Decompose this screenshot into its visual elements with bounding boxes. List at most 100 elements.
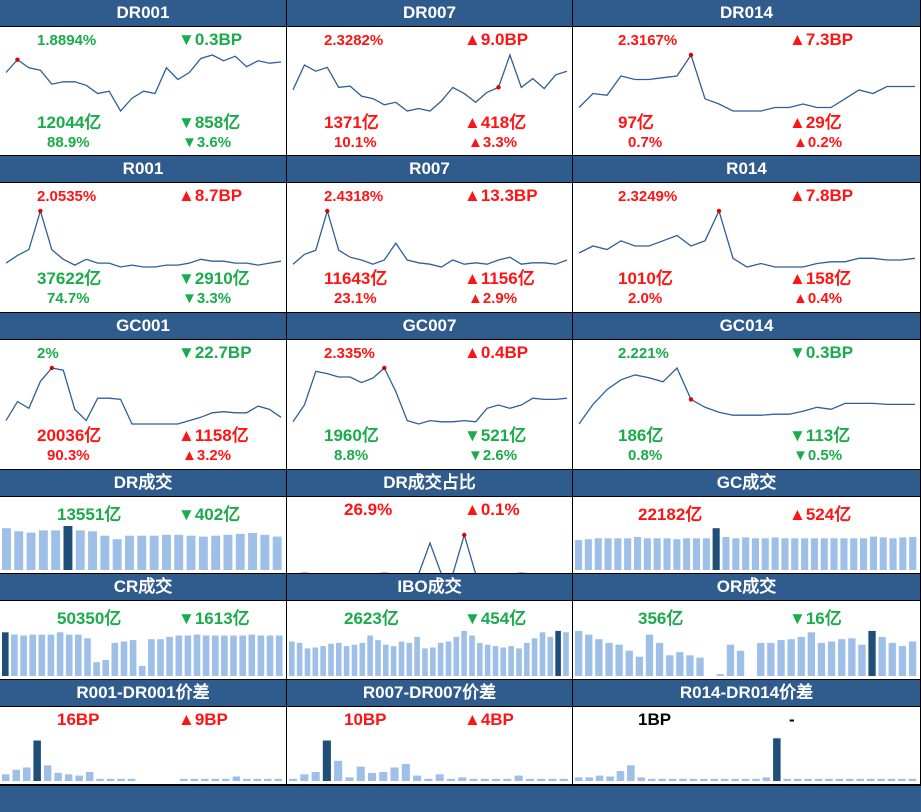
- bar: [605, 642, 613, 676]
- peak-marker: [462, 532, 467, 538]
- bar: [595, 639, 603, 676]
- bar: [2, 528, 11, 570]
- value-change: ▼402亿: [178, 505, 241, 524]
- bar-latest: [712, 528, 720, 570]
- line-chart: [292, 208, 568, 268]
- peak-marker: [38, 208, 43, 214]
- bar: [38, 530, 48, 570]
- bar: [137, 535, 147, 570]
- bar: [334, 760, 343, 781]
- line-chart: [298, 532, 528, 573]
- volume-value: 1010亿: [618, 269, 673, 288]
- volume-change: ▲1158亿: [178, 426, 249, 445]
- share-change: ▼3.3%: [182, 290, 232, 307]
- bar: [866, 778, 875, 781]
- volume-value: 11643亿: [324, 269, 388, 288]
- bar: [492, 646, 499, 676]
- line-chart: [5, 54, 282, 113]
- panel-0: DR001 1.8894% ▼0.3BP 12044亿 ▼858亿 88.9% ▼3.6%: [0, 0, 287, 156]
- bar: [343, 646, 350, 676]
- share-change: ▼0.5%: [793, 447, 843, 464]
- bar-latest: [2, 632, 9, 676]
- bar: [830, 538, 838, 570]
- bar: [736, 650, 745, 676]
- bar: [212, 635, 219, 676]
- bar-chart: [575, 738, 917, 781]
- share-value: 8.8%: [334, 447, 369, 464]
- share-value: 88.9%: [47, 134, 90, 151]
- bar: [856, 778, 864, 781]
- bar: [492, 778, 501, 781]
- panel-title: GC007: [287, 313, 572, 340]
- value-primary: 50350亿: [57, 609, 122, 628]
- bar: [791, 538, 799, 570]
- volume-change: ▼521亿: [464, 426, 527, 445]
- bar: [230, 635, 237, 676]
- bar: [398, 641, 405, 676]
- bar: [627, 765, 635, 781]
- bar: [65, 634, 73, 676]
- bar: [563, 632, 569, 676]
- rate-value: 2.0535%: [37, 188, 97, 205]
- bar: [88, 531, 97, 570]
- bar: [23, 767, 31, 781]
- volume-change: ▼113亿: [789, 426, 851, 445]
- bar-chart: [289, 740, 568, 781]
- bar: [356, 766, 365, 781]
- bar: [787, 639, 795, 676]
- bar: [180, 778, 188, 781]
- bar: [211, 778, 220, 781]
- bar: [406, 642, 413, 676]
- bar: [477, 642, 483, 676]
- bar: [84, 638, 91, 676]
- panel-title: GC成交: [573, 470, 920, 497]
- bar: [696, 657, 704, 676]
- bar: [689, 778, 698, 781]
- series-line: [578, 209, 916, 268]
- panel-11: GC成交 22182亿 ▲524亿: [573, 470, 921, 574]
- value-change: ▼454亿: [464, 609, 527, 628]
- panel-16: R007-DR007价差 10BP ▲4BP: [287, 680, 573, 785]
- bar: [51, 530, 61, 570]
- bar: [390, 646, 397, 676]
- bar: [878, 636, 886, 676]
- panel-7: GC007 2.335% ▲0.4BP 1960亿 ▼521亿 8.8% ▼2.6%: [287, 313, 573, 470]
- bar: [359, 642, 366, 676]
- bar: [43, 765, 52, 781]
- panel-title: R001: [0, 156, 286, 183]
- panel-title: R001-DR001价差: [0, 680, 286, 707]
- bar: [732, 538, 740, 570]
- bar: [575, 630, 583, 676]
- share-value: 90.3%: [47, 447, 90, 464]
- bar: [908, 641, 917, 676]
- bar: [239, 635, 246, 676]
- bar: [673, 539, 681, 570]
- bar: [635, 656, 643, 676]
- line-chart: [5, 208, 282, 268]
- bar: [120, 641, 128, 676]
- bar: [379, 772, 388, 781]
- series-line: [5, 54, 282, 113]
- line-chart: [578, 208, 916, 268]
- bar: [93, 662, 100, 676]
- bar: [663, 538, 671, 570]
- bar: [117, 778, 125, 781]
- series-line: [578, 366, 915, 425]
- bar: [559, 778, 568, 781]
- share-value: 23.1%: [334, 290, 377, 307]
- panel-title: R014-DR014价差: [573, 680, 920, 707]
- series-line: [292, 53, 568, 112]
- bar: [264, 778, 272, 781]
- bar-latest: [868, 630, 876, 676]
- bar: [827, 641, 836, 676]
- bar: [222, 778, 230, 781]
- bar: [184, 635, 192, 676]
- bar: [624, 538, 632, 570]
- value-primary: 16BP: [57, 710, 100, 729]
- bar: [289, 778, 298, 781]
- bar: [781, 538, 789, 570]
- bar: [413, 775, 422, 781]
- rate-change: ▲7.8BP: [789, 186, 854, 205]
- volume-change: ▲158亿: [789, 269, 852, 288]
- bar: [585, 634, 593, 676]
